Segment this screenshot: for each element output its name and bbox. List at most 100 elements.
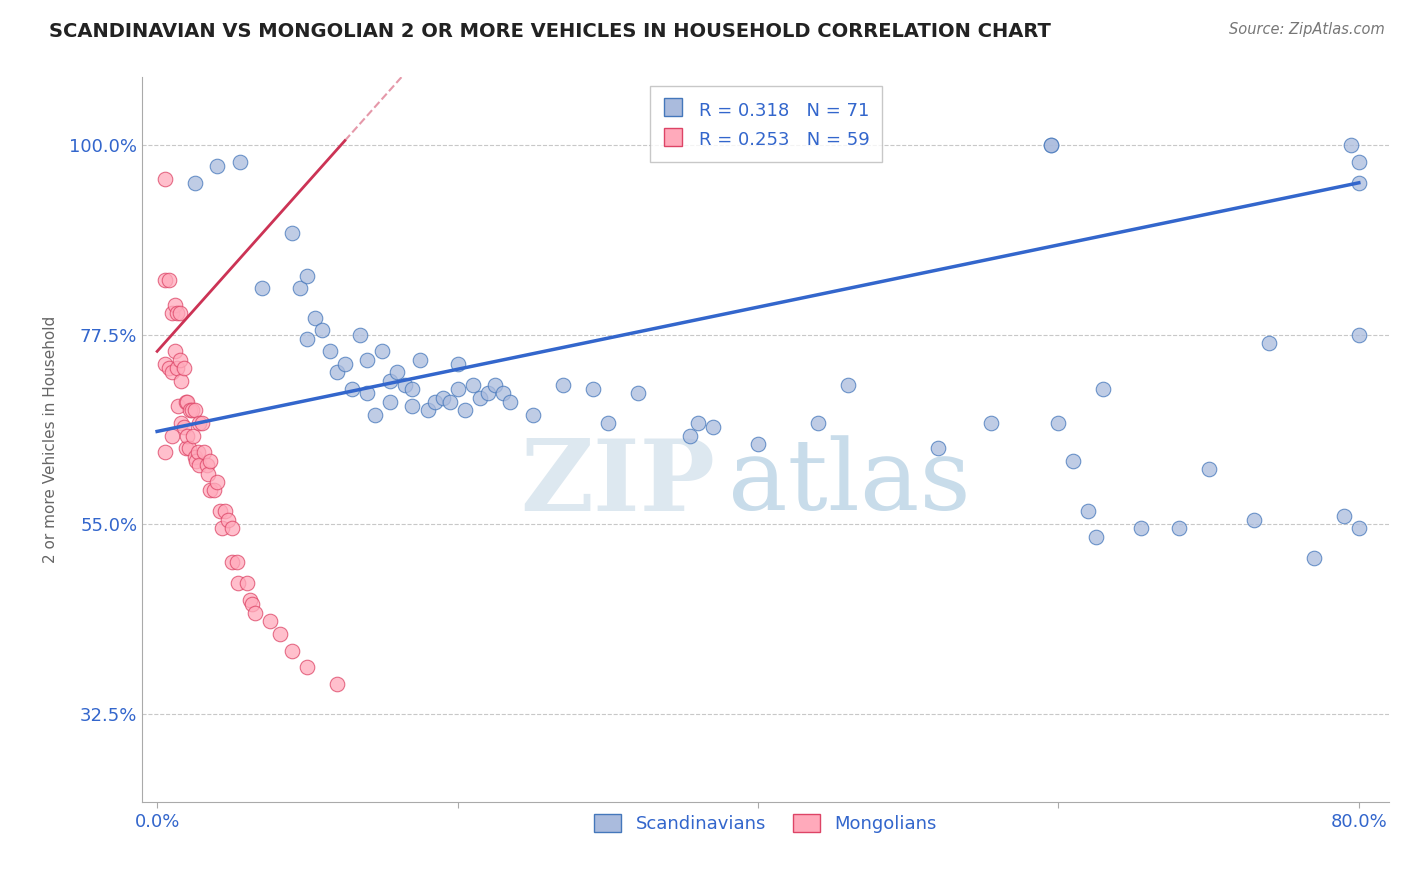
Point <box>1092 382 1115 396</box>
Point <box>229 154 252 169</box>
Point <box>454 403 477 417</box>
Point <box>225 555 247 569</box>
Point <box>193 445 215 459</box>
Point <box>187 445 209 459</box>
Point <box>394 378 416 392</box>
Point <box>191 416 214 430</box>
Point <box>183 176 205 190</box>
Point <box>1257 335 1279 350</box>
Point <box>333 357 356 371</box>
Point <box>468 391 491 405</box>
Point <box>1084 530 1107 544</box>
Point <box>188 416 211 430</box>
Point <box>180 403 202 417</box>
Point <box>364 408 387 422</box>
Point <box>170 374 193 388</box>
Point <box>326 366 349 380</box>
Point <box>160 428 183 442</box>
Point <box>297 660 319 674</box>
Point <box>153 171 176 186</box>
Y-axis label: 2 or more Vehicles in Household: 2 or more Vehicles in Household <box>44 317 58 564</box>
Point <box>679 428 702 442</box>
Point <box>226 576 249 591</box>
Point <box>356 352 378 367</box>
Point <box>179 403 201 417</box>
Point <box>174 395 197 409</box>
Point <box>198 454 221 468</box>
Point <box>387 366 409 380</box>
Point <box>157 361 180 376</box>
Point <box>1039 137 1062 152</box>
Point <box>491 386 513 401</box>
Point <box>166 361 188 376</box>
Point <box>627 386 650 401</box>
Point <box>281 227 304 241</box>
Point <box>927 442 949 456</box>
Point <box>1198 462 1220 476</box>
Point <box>169 306 191 320</box>
Point <box>221 555 243 569</box>
Point <box>165 298 187 312</box>
Point <box>167 399 190 413</box>
Point <box>173 420 195 434</box>
Point <box>174 442 197 456</box>
Point <box>416 403 439 417</box>
Point <box>297 332 319 346</box>
Point <box>153 357 176 371</box>
Point <box>183 450 205 464</box>
Point <box>702 420 724 434</box>
Point <box>205 159 228 173</box>
Point <box>461 378 484 392</box>
Point <box>1243 513 1265 527</box>
Point <box>304 310 326 325</box>
Point <box>686 416 709 430</box>
Text: atlas: atlas <box>728 435 970 532</box>
Point <box>165 344 187 359</box>
Point <box>1347 154 1369 169</box>
Point <box>239 593 262 607</box>
Point <box>484 378 506 392</box>
Point <box>837 378 859 392</box>
Point <box>240 597 263 611</box>
Point <box>181 428 204 442</box>
Point <box>252 281 274 295</box>
Point <box>1347 176 1369 190</box>
Point <box>236 576 259 591</box>
Point <box>1167 521 1189 535</box>
Point <box>401 399 423 413</box>
Point <box>281 643 304 657</box>
Point <box>297 268 319 283</box>
Text: ZIP: ZIP <box>520 434 716 532</box>
Point <box>157 273 180 287</box>
Point <box>173 361 195 376</box>
Text: Source: ZipAtlas.com: Source: ZipAtlas.com <box>1229 22 1385 37</box>
Point <box>214 504 236 518</box>
Point <box>176 428 198 442</box>
Point <box>288 281 311 295</box>
Point <box>378 395 401 409</box>
Point <box>1039 137 1062 152</box>
Point <box>378 374 401 388</box>
Point <box>432 391 454 405</box>
Point <box>177 442 200 456</box>
Point <box>198 483 221 498</box>
Point <box>269 626 291 640</box>
Point <box>1047 416 1070 430</box>
Point <box>477 386 499 401</box>
Point <box>551 378 574 392</box>
Point <box>197 467 219 481</box>
Point <box>1340 137 1362 152</box>
Point <box>205 475 228 489</box>
Point <box>1062 454 1084 468</box>
Point <box>747 437 769 451</box>
Point <box>1347 521 1369 535</box>
Text: SCANDINAVIAN VS MONGOLIAN 2 OR MORE VEHICLES IN HOUSEHOLD CORRELATION CHART: SCANDINAVIAN VS MONGOLIAN 2 OR MORE VEHI… <box>49 22 1052 41</box>
Point <box>522 408 544 422</box>
Point <box>326 677 349 691</box>
Point <box>1077 504 1099 518</box>
Point <box>211 521 233 535</box>
Point <box>221 521 243 535</box>
Point <box>1130 521 1153 535</box>
Point <box>166 306 188 320</box>
Point <box>342 382 364 396</box>
